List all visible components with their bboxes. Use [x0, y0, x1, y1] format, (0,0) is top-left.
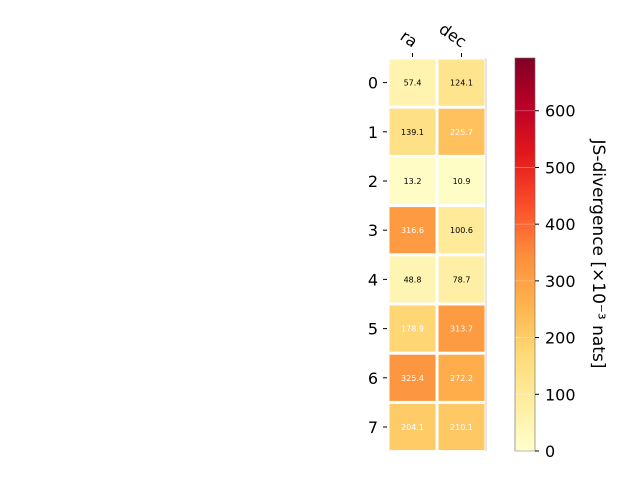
- heatmap-cell: [438, 256, 485, 303]
- cell-value-label: 13.2: [404, 177, 422, 186]
- cell-value-label: 10.9: [453, 177, 471, 186]
- colorbar-tick-label: 500: [545, 158, 576, 177]
- x-tick-label: dec: [436, 19, 470, 51]
- cell-value-label: 325.4: [401, 374, 424, 383]
- cell-value-label: 204.1: [401, 423, 424, 432]
- colorbar-label: JS-divergence [×10⁻³ nats]: [588, 139, 608, 369]
- heatmap-cell: [389, 256, 436, 303]
- colorbar-tick-label: 300: [545, 272, 576, 291]
- cell-value-label: 225.7: [450, 128, 473, 137]
- heatmap-cell: [389, 207, 436, 254]
- heatmap-cell: [389, 157, 436, 205]
- heatmap-cell: [438, 59, 485, 106]
- y-tick-label: 4: [368, 270, 378, 289]
- y-tick-label: 2: [368, 172, 378, 191]
- colorbar-tick-label: 200: [545, 329, 576, 348]
- cell-value-label: 210.1: [450, 423, 473, 432]
- cell-value-label: 124.1: [450, 79, 473, 88]
- heatmap-cell: [389, 403, 436, 451]
- y-tick-label: 6: [368, 369, 378, 388]
- heatmap-cell: [438, 157, 485, 205]
- y-axis-ticks: 0 1 2 3 4 5 6 7: [368, 74, 387, 437]
- heatmap-cell: [389, 305, 436, 352]
- colorbar-tick-label: 100: [545, 385, 576, 404]
- cell-value-label: 313.7: [450, 325, 473, 334]
- cell-value-label: 78.7: [453, 275, 471, 284]
- y-tick-label: 1: [368, 123, 378, 142]
- heatmap-cell: [389, 354, 436, 401]
- cell-value-label: 100.6: [450, 226, 473, 235]
- cell-value-label: 57.4: [404, 79, 422, 88]
- heatmap-cell: [438, 207, 485, 254]
- y-tick-label: 0: [368, 74, 378, 93]
- cell-value-label: 139.1: [401, 128, 424, 137]
- cell-value-label: 316.6: [401, 226, 424, 235]
- cell-value-label: 178.9: [401, 325, 424, 334]
- y-tick-label: 5: [368, 320, 378, 339]
- heatmap-grid: 57.4 124.1 139.1 225.7 13.2 10.9 316.6 100.6 48.…: [389, 59, 485, 451]
- colorbar-tick-label: 400: [545, 215, 576, 234]
- heatmap-cell: [438, 354, 485, 401]
- y-tick-label: 3: [368, 221, 378, 240]
- heatmap-cell: [438, 403, 485, 451]
- colorbar-tick-label: 0: [545, 442, 555, 461]
- heatmap-cell: [389, 108, 436, 155]
- y-tick-label: 7: [368, 418, 378, 437]
- cell-value-label: 272.2: [450, 374, 473, 383]
- heatmap-cell: [438, 108, 485, 155]
- colorbar: [514, 57, 536, 452]
- heatmap-cell: [438, 305, 485, 352]
- colorbar-tick-label: 600: [545, 102, 576, 121]
- heatmap-cell: [389, 59, 436, 106]
- x-axis-ticks: ra dec: [397, 19, 470, 57]
- colorbar-ticks: 0 100 200 300 400 500 600: [515, 102, 576, 461]
- cell-value-label: 48.8: [404, 275, 422, 284]
- x-tick-label: ra: [397, 26, 421, 51]
